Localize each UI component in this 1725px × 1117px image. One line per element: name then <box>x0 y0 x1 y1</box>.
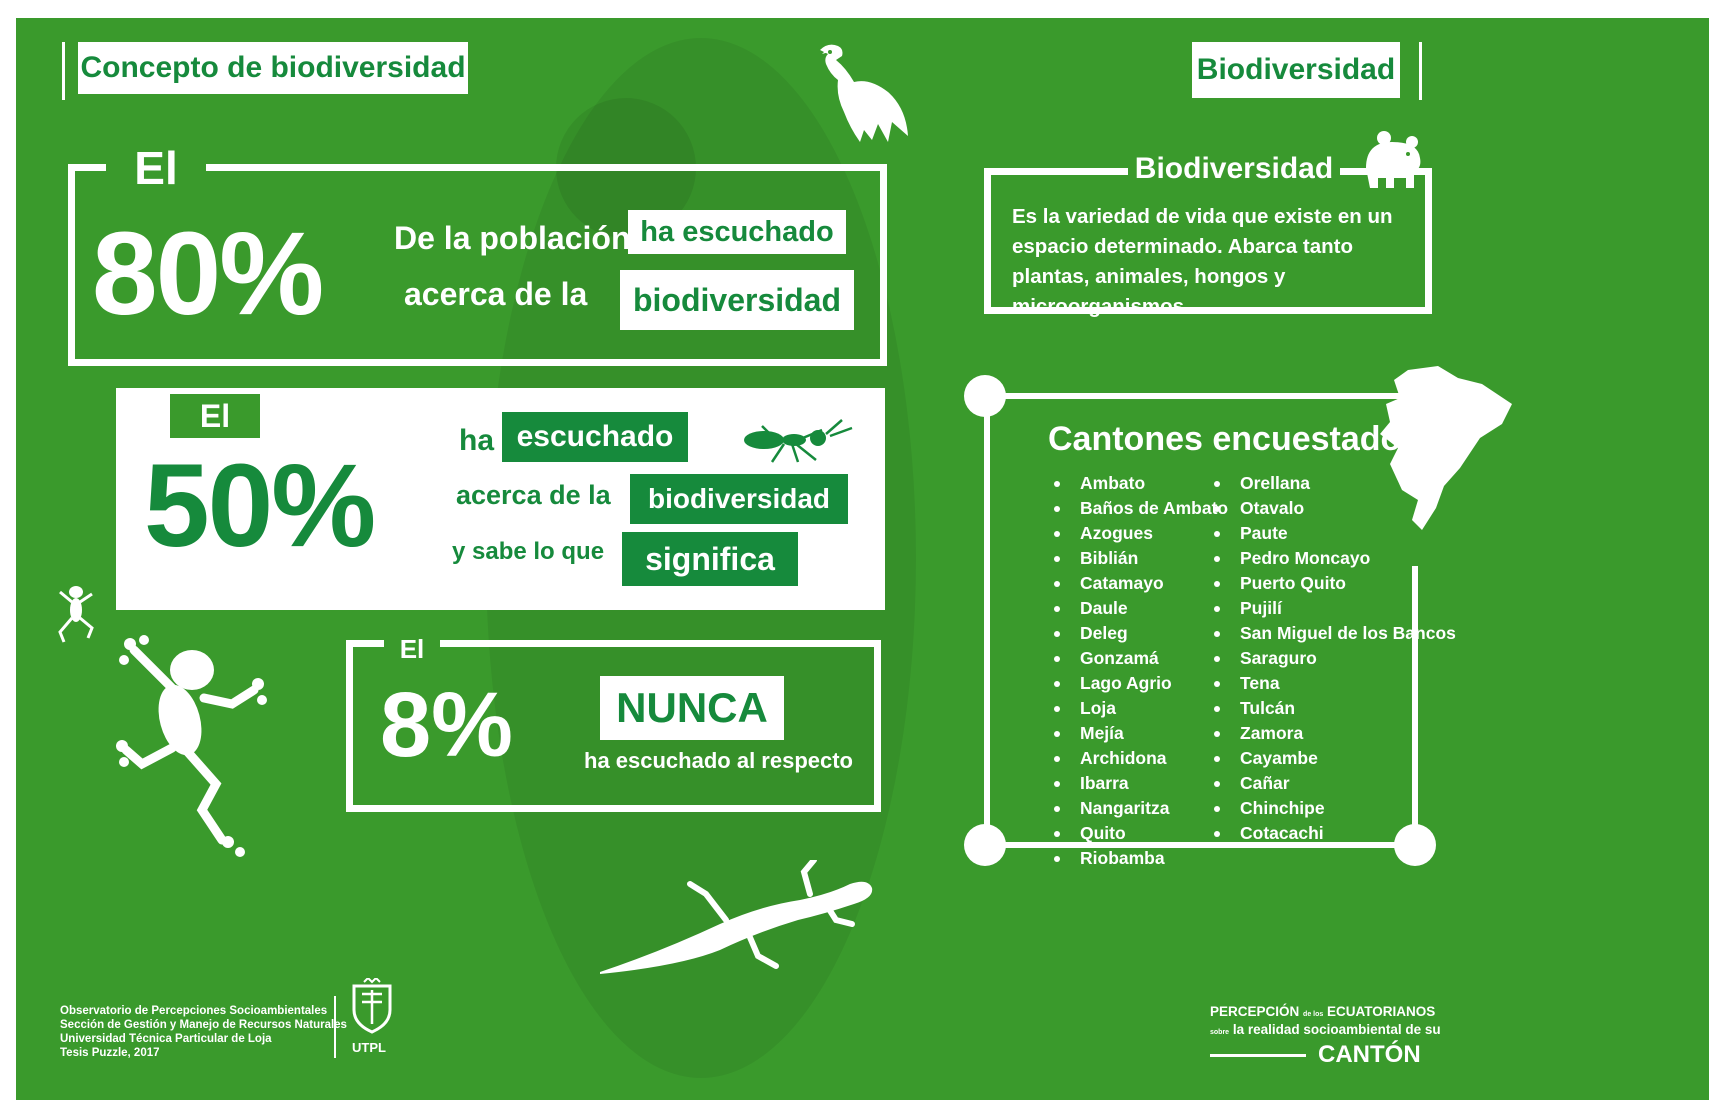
canton-item: Baños de Ambato <box>1054 496 1228 521</box>
canton-item: Biblián <box>1054 546 1228 571</box>
stat-50-percent: 50% <box>144 440 376 572</box>
canton-item: Chinchipe <box>1214 796 1456 821</box>
canton-item: Tulcán <box>1214 696 1456 721</box>
canton-item: Orellana <box>1214 471 1456 496</box>
stat-50-pill-biodiversity: biodiversidad <box>630 474 848 524</box>
ecuador-map-icon <box>1368 364 1518 544</box>
canton-item: Ambato <box>1054 471 1228 496</box>
canton-item: Saraguro <box>1214 646 1456 671</box>
canton-item: Daule <box>1054 596 1228 621</box>
utpl-shield-icon <box>350 978 394 1034</box>
brand-line3: CANTÓN <box>1210 1041 1441 1069</box>
canton-item: Lago Agrio <box>1054 671 1228 696</box>
canton-item: Riobamba <box>1054 846 1228 871</box>
brand-rule <box>1210 1053 1306 1057</box>
stat-80-pill-biodiversity: biodiversidad <box>620 270 854 330</box>
cantones-title: Cantones encuestados <box>1048 420 1421 458</box>
frame-corner-dot <box>964 375 1006 417</box>
lizard-icon <box>596 860 876 980</box>
frog-icon <box>112 630 272 860</box>
credits-line: Sección de Gestión y Manejo de Recursos … <box>60 1019 347 1031</box>
small-frog-icon <box>52 578 102 648</box>
canton-item: Cayambe <box>1214 746 1456 771</box>
stat-50-line3: y sabe lo que <box>452 538 605 565</box>
bear-icon <box>1362 128 1422 190</box>
brand-reality: la realidad socioambiental de su <box>1232 1022 1441 1037</box>
canton-item: Otavalo <box>1214 496 1456 521</box>
brand-perception: PERCEPCIÓN <box>1210 1004 1300 1019</box>
stat-80-line1: De la población <box>394 220 631 256</box>
canton-item: Catamayo <box>1054 571 1228 596</box>
cantones-frame-right <box>1412 566 1418 848</box>
stat-80-frame <box>68 164 887 366</box>
canton-item: Mejía <box>1054 721 1228 746</box>
credits-line: Observatorio de Percepciones Socioambien… <box>60 1005 328 1017</box>
definition-text: Es la variedad de vida que existe en un … <box>1012 205 1393 318</box>
canton-item: Gonzamá <box>1054 646 1228 671</box>
brand-block: PERCEPCIÓN de los ECUATORIANOS sobre la … <box>1210 1004 1441 1069</box>
brand-small: sobre <box>1210 1029 1230 1036</box>
canton-item: Puerto Quito <box>1214 571 1456 596</box>
canton-item: Pujilí <box>1214 596 1456 621</box>
stat-8-frame <box>346 640 881 812</box>
canton-item: Pedro Moncayo <box>1214 546 1456 571</box>
brand-line1: PERCEPCIÓN de los ECUATORIANOS <box>1210 1004 1441 1019</box>
stat-50-pill-heard: escuchado <box>502 412 688 462</box>
canton-item: Quito <box>1054 821 1228 846</box>
brand-small: de los <box>1303 1011 1324 1018</box>
brand-canton: CANTÓN <box>1318 1041 1421 1068</box>
stat-50-pill-meaning: significa <box>622 532 798 586</box>
utpl-logo-text: UTPL <box>352 1040 386 1055</box>
canton-item: Cañar <box>1214 771 1456 796</box>
canton-item: Deleg <box>1054 621 1228 646</box>
credits-block: Observatorio de Percepciones Socioambien… <box>60 1004 347 1060</box>
canton-item: San Miguel de los Bancos <box>1214 621 1456 646</box>
condor-icon <box>798 38 928 168</box>
stat-80-el: El <box>106 140 206 196</box>
stat-50-el: El <box>170 394 260 438</box>
cantones-frame-top <box>984 393 1426 399</box>
header-divider <box>1419 42 1422 100</box>
infographic-poster: Concepto de biodiversidad Biodiversidad … <box>16 18 1709 1100</box>
canton-item: Zamora <box>1214 721 1456 746</box>
ant-icon <box>736 416 856 466</box>
canton-item: Tena <box>1214 671 1456 696</box>
stat-80-line2: acerca de la <box>404 276 588 312</box>
canton-item: Nangaritza <box>1054 796 1228 821</box>
canton-item: Loja <box>1054 696 1228 721</box>
cantones-frame-left <box>984 393 990 848</box>
canton-item: Cotacachi <box>1214 821 1456 846</box>
left-header: Concepto de biodiversidad <box>78 42 468 94</box>
stat-80-percent: 80% <box>92 208 324 340</box>
credits-divider <box>334 996 336 1058</box>
cantones-frame-bottom <box>984 842 1416 848</box>
stat-8-line: ha escuchado al respecto <box>584 748 853 773</box>
right-header: Biodiversidad <box>1192 42 1400 98</box>
cantones-list-col2: Orellana Otavalo Paute Pedro Moncayo Pue… <box>1214 471 1456 846</box>
stat-8-el: El <box>384 632 440 666</box>
credits-line: Tesis Puzzle, 2017 <box>60 1047 160 1059</box>
brand-line2: sobre la realidad socioambiental de su <box>1210 1022 1441 1037</box>
definition-title: Biodiversidad <box>1128 144 1340 194</box>
stat-8-pill-never: NUNCA <box>600 676 784 740</box>
canton-item: Azogues <box>1054 521 1228 546</box>
cantones-list-col1: Ambato Baños de Ambato Azogues Biblián C… <box>1054 471 1228 871</box>
brand-ecuadorians: ECUATORIANOS <box>1327 1004 1436 1019</box>
stat-50-line1: ha <box>459 424 495 457</box>
credits-line: Universidad Técnica Particular de Loja <box>60 1033 272 1045</box>
stat-8-percent: 8% <box>380 674 513 776</box>
header-divider <box>62 42 65 100</box>
stat-80-pill-heard: ha escuchado <box>628 210 846 254</box>
frame-corner-dot <box>1394 824 1436 866</box>
canton-item: Paute <box>1214 521 1456 546</box>
canton-item: Archidona <box>1054 746 1228 771</box>
canton-item: Ibarra <box>1054 771 1228 796</box>
frame-corner-dot <box>964 824 1006 866</box>
stat-50-line2: acerca de la <box>456 480 611 510</box>
